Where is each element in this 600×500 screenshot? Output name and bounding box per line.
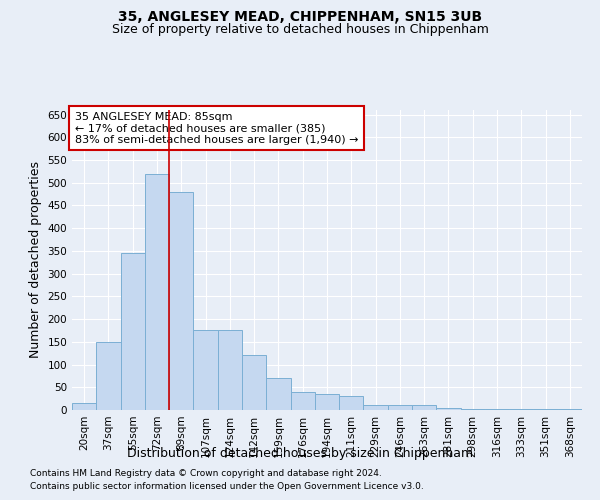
Text: 35, ANGLESEY MEAD, CHIPPENHAM, SN15 3UB: 35, ANGLESEY MEAD, CHIPPENHAM, SN15 3UB xyxy=(118,10,482,24)
Bar xyxy=(72,403,96,410)
Text: Distribution of detached houses by size in Chippenham: Distribution of detached houses by size … xyxy=(127,448,473,460)
Bar xyxy=(388,406,412,410)
Bar xyxy=(436,408,461,410)
Bar xyxy=(145,174,169,410)
Bar xyxy=(266,378,290,410)
Bar xyxy=(412,406,436,410)
Bar xyxy=(558,409,582,410)
Bar xyxy=(96,342,121,410)
Text: 35 ANGLESEY MEAD: 85sqm
← 17% of detached houses are smaller (385)
83% of semi-d: 35 ANGLESEY MEAD: 85sqm ← 17% of detache… xyxy=(74,112,358,144)
Bar xyxy=(218,330,242,410)
Bar xyxy=(242,356,266,410)
Text: Size of property relative to detached houses in Chippenham: Size of property relative to detached ho… xyxy=(112,22,488,36)
Y-axis label: Number of detached properties: Number of detached properties xyxy=(29,162,42,358)
Bar xyxy=(461,409,485,410)
Bar xyxy=(121,253,145,410)
Bar xyxy=(364,406,388,410)
Bar xyxy=(193,330,218,410)
Bar xyxy=(315,394,339,410)
Bar xyxy=(290,392,315,410)
Text: Contains public sector information licensed under the Open Government Licence v3: Contains public sector information licen… xyxy=(30,482,424,491)
Bar xyxy=(509,409,533,410)
Bar xyxy=(339,396,364,410)
Bar xyxy=(533,409,558,410)
Text: Contains HM Land Registry data © Crown copyright and database right 2024.: Contains HM Land Registry data © Crown c… xyxy=(30,468,382,477)
Bar xyxy=(485,409,509,410)
Bar xyxy=(169,192,193,410)
